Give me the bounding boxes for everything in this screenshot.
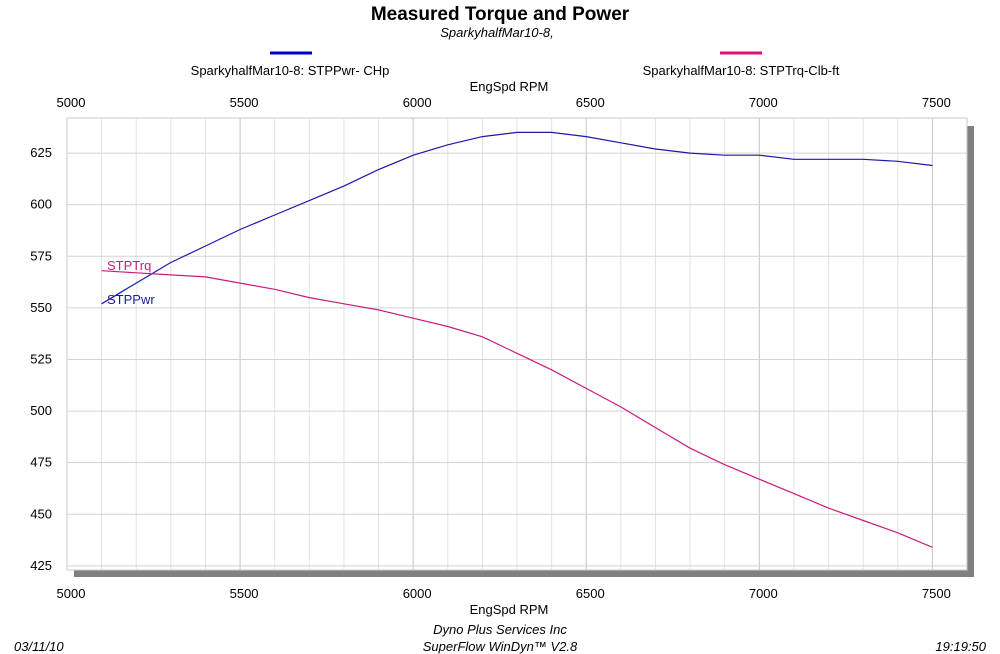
x-tick-bottom: 7000 xyxy=(749,586,778,601)
y-ticks: 425 450 475 500 525 550 575 600 625 xyxy=(30,145,52,573)
plot-shadow-bottom xyxy=(74,570,974,577)
y-tick: 625 xyxy=(30,145,52,160)
x-tick-top: 6000 xyxy=(403,95,432,110)
series-group xyxy=(101,131,933,548)
legend-label-power: SparkyhalfMar10-8: STPPwr- CHp xyxy=(191,63,390,78)
series-label-torque: STPTrq xyxy=(107,258,151,273)
footer-time: 19:19:50 xyxy=(935,639,986,654)
footer-software: SuperFlow WinDyn™ V2.8 xyxy=(423,639,578,654)
grid xyxy=(67,118,967,570)
chart-subtitle: SparkyhalfMar10-8, xyxy=(440,25,553,40)
series-line-torque xyxy=(101,270,933,548)
plot-shadow-right xyxy=(967,126,974,576)
y-tick: 475 xyxy=(30,455,52,470)
y-tick: 550 xyxy=(30,300,52,315)
chart-title: Measured Torque and Power xyxy=(371,4,630,25)
x-tick-bottom: 5500 xyxy=(230,586,259,601)
series-label-power: STPPwr xyxy=(107,292,155,307)
y-tick: 425 xyxy=(30,558,52,573)
x-tick-top: 5000 xyxy=(57,95,86,110)
x-tick-bottom: 6000 xyxy=(403,586,432,601)
y-tick: 450 xyxy=(30,506,52,521)
footer-company: Dyno Plus Services Inc xyxy=(433,622,567,637)
x-tick-bottom: 6500 xyxy=(576,586,605,601)
x-axis-label-top: EngSpd RPM xyxy=(470,79,549,94)
x-tick-top: 7500 xyxy=(922,95,951,110)
x-ticks-bottom: 5000 5500 6000 6500 7000 7500 xyxy=(57,586,951,601)
x-ticks-top: 5000 5500 6000 6500 7000 7500 xyxy=(57,95,951,110)
series-line-power xyxy=(101,131,933,305)
y-tick: 525 xyxy=(30,351,52,366)
y-tick: 500 xyxy=(30,403,52,418)
y-tick: 600 xyxy=(30,197,52,212)
x-tick-top: 7000 xyxy=(749,95,778,110)
y-tick: 575 xyxy=(30,248,52,263)
x-tick-top: 6500 xyxy=(576,95,605,110)
x-tick-top: 5500 xyxy=(230,95,259,110)
x-tick-bottom: 5000 xyxy=(57,586,86,601)
legend-label-torque: SparkyhalfMar10-8: STPTrq-Clb-ft xyxy=(643,63,840,78)
footer-date: 03/11/10 xyxy=(14,639,64,654)
x-tick-bottom: 7500 xyxy=(922,586,951,601)
x-axis-label-bottom: EngSpd RPM xyxy=(470,602,549,617)
